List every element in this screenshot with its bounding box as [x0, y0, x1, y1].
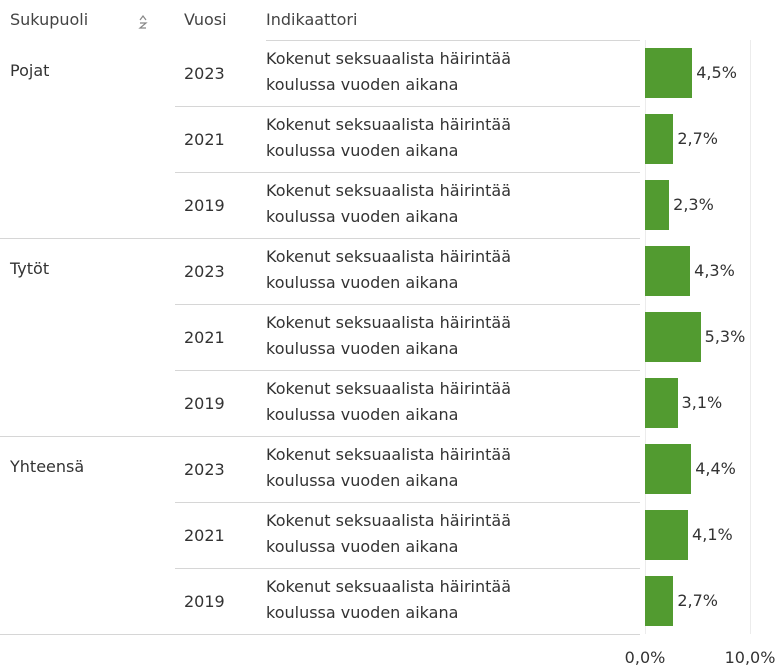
year-label: 2019 — [184, 394, 225, 413]
value-label: 4,4% — [695, 459, 736, 478]
year-label: 2023 — [184, 64, 225, 83]
bar — [645, 510, 689, 560]
bar — [645, 312, 701, 362]
row-separator — [175, 502, 640, 503]
value-label: 2,7% — [677, 591, 718, 610]
indicator-label: Kokenut seksuaalista häirintää koulussa … — [266, 577, 512, 622]
row-separator — [175, 304, 640, 305]
value-label: 2,3% — [673, 195, 714, 214]
value-label: 2,7% — [677, 129, 718, 148]
header-year: Vuosi — [184, 10, 227, 29]
row-separator — [0, 634, 640, 635]
row-separator — [175, 172, 640, 173]
indicator-label: Kokenut seksuaalista häirintää koulussa … — [266, 313, 512, 358]
year-label: 2019 — [184, 196, 225, 215]
year-label: 2021 — [184, 328, 225, 347]
row-separator — [266, 40, 640, 41]
indicator-label: Kokenut seksuaalista häirintää koulussa … — [266, 379, 512, 424]
indicator-label: Kokenut seksuaalista häirintää koulussa … — [266, 445, 512, 490]
row-separator — [175, 106, 640, 107]
year-label: 2021 — [184, 130, 225, 149]
bar — [645, 180, 670, 230]
indicator-label: Kokenut seksuaalista häirintää koulussa … — [266, 49, 512, 94]
value-label: 5,3% — [704, 327, 746, 346]
group-label: Tytöt — [10, 259, 50, 278]
year-label: 2019 — [184, 592, 225, 611]
group-label: Pojat — [10, 61, 50, 80]
bar — [645, 378, 678, 428]
indicator-label: Kokenut seksuaalista häirintää koulussa … — [266, 181, 512, 226]
x-tick-label: 0,0% — [624, 648, 666, 667]
row-separator — [175, 370, 640, 371]
bar — [645, 246, 691, 296]
header-indicator: Indikaattori — [266, 10, 358, 29]
year-label: 2023 — [184, 262, 225, 281]
x-tick-label: 10,0% — [724, 648, 776, 667]
year-label: 2023 — [184, 460, 225, 479]
value-label: 4,3% — [694, 261, 735, 280]
grid-line — [750, 40, 751, 634]
indicator-label: Kokenut seksuaalista häirintää koulussa … — [266, 115, 512, 160]
value-label: 4,5% — [696, 63, 737, 82]
row-separator — [0, 238, 640, 239]
bar — [645, 114, 674, 164]
year-label: 2021 — [184, 526, 225, 545]
bar — [645, 444, 692, 494]
indicator-label: Kokenut seksuaalista häirintää koulussa … — [266, 247, 512, 292]
bar — [645, 48, 693, 98]
row-separator — [0, 436, 640, 437]
bar — [645, 576, 674, 626]
header-group: Sukupuoli — [10, 10, 89, 29]
sort-icon[interactable] — [138, 14, 148, 30]
value-label: 3,1% — [681, 393, 723, 412]
row-separator — [175, 568, 640, 569]
value-label: 4,1% — [692, 525, 733, 544]
indicator-label: Kokenut seksuaalista häirintää koulussa … — [266, 511, 512, 556]
group-label: Yhteensä — [10, 457, 85, 476]
